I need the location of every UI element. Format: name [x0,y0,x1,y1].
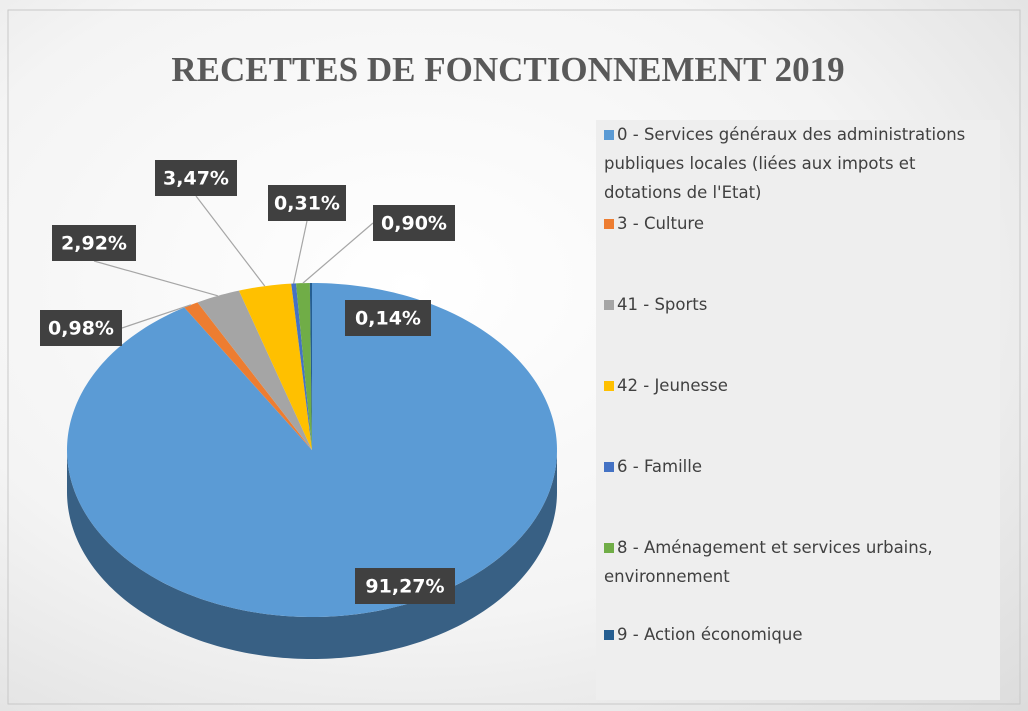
frame [7,9,1021,705]
chart-title: RECETTES DE FONCTIONNEMENT 2019 [171,50,844,89]
legend-label: 9 - Action économique [617,625,803,644]
legend-label: 41 - Sports [617,295,708,314]
legend-swatch [604,300,614,310]
legend-label: 8 - Aménagement et services urbains, env… [604,538,933,586]
leader-line [121,304,192,329]
data-label: 0,90% [381,213,447,235]
legend-item: 9 - Action économique [604,620,994,649]
slice [291,283,312,450]
legend-swatch [604,630,614,640]
legend-item: 0 - Services généraux des administration… [604,120,994,207]
data-label-box [52,225,136,261]
data-label-box [373,205,455,241]
data-label: 2,92% [61,233,127,255]
legend-swatch [604,543,614,553]
legend-item: 6 - Famille [604,452,994,481]
slice [67,283,557,617]
slice [238,283,312,450]
slice [296,283,312,450]
legend-swatch [604,219,614,229]
legend-swatch [604,381,614,391]
slice-side [67,450,557,659]
data-label: 0,98% [48,318,114,340]
data-label: 3,47% [163,168,229,190]
legend-swatch [604,130,614,140]
legend-swatch [604,462,614,472]
data-label: 0,31% [274,193,340,215]
slice [309,283,312,450]
data-label-box [40,310,122,346]
legend-label: 42 - Jeunesse [617,376,728,395]
legend-item: 3 - Culture [604,209,994,238]
legend-item: 8 - Aménagement et services urbains, env… [604,533,994,591]
legend-item: 42 - Jeunesse [604,371,994,400]
data-label-box [345,300,431,336]
leader-line [93,260,218,297]
leader-line [195,195,266,287]
legend-label: 3 - Culture [617,214,705,233]
data-label-box [155,160,237,196]
leader-line [293,220,308,284]
data-label-box [268,185,346,221]
data-label-box [355,568,455,604]
leader-line [302,222,374,284]
data-label: 91,27% [365,576,444,598]
slice [184,302,312,450]
legend: 0 - Services généraux des administration… [596,120,1000,700]
legend-label: 0 - Services généraux des administration… [604,125,966,202]
legend-label: 6 - Famille [617,457,703,476]
data-label: 0,14% [355,308,421,330]
legend-item: 41 - Sports [604,290,994,319]
slice [197,290,312,450]
